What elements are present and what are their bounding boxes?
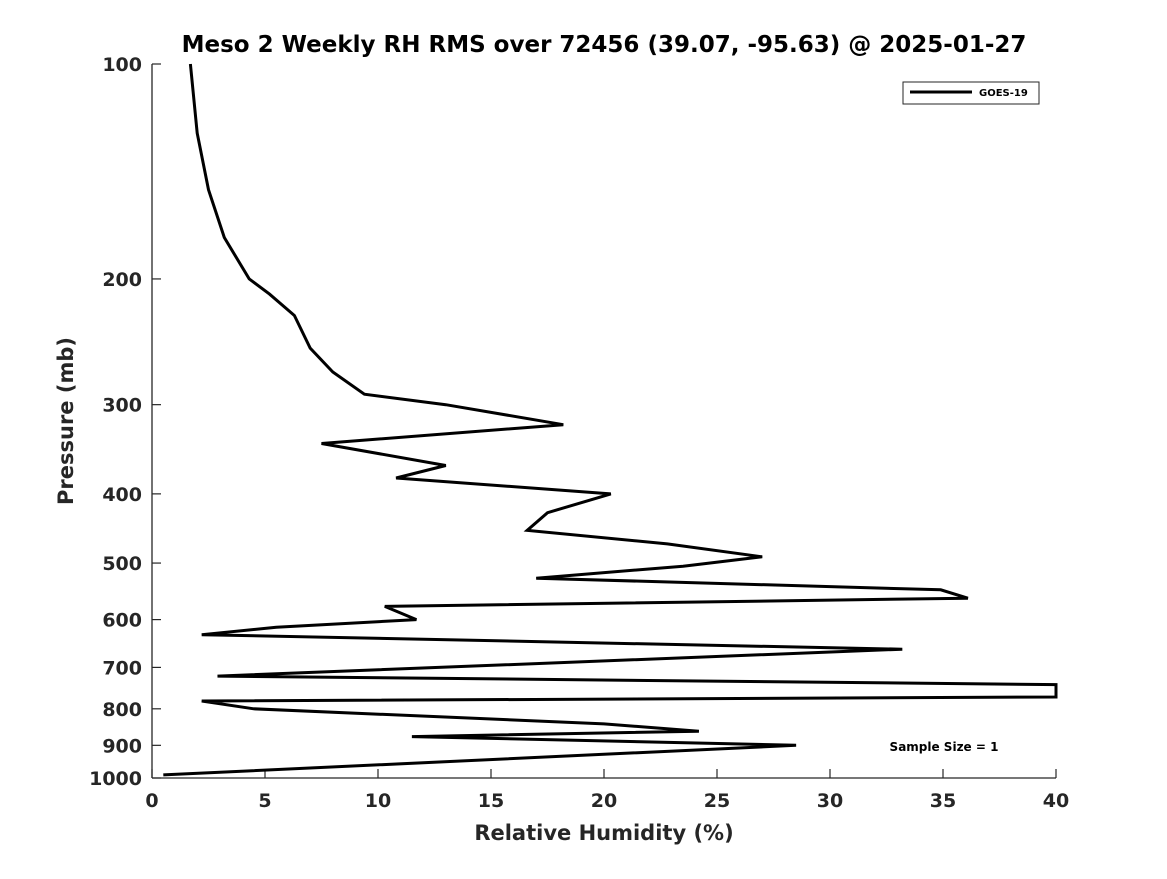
x-tick-label: 30: [817, 790, 843, 812]
y-tick-label: 600: [102, 610, 142, 632]
y-tick-label: 200: [102, 269, 142, 291]
y-tick-label: 700: [102, 657, 142, 679]
chart-title: Meso 2 Weekly RH RMS over 72456 (39.07, …: [182, 32, 1027, 58]
x-tick-label: 20: [591, 790, 617, 812]
x-tick-label: 0: [145, 790, 158, 812]
y-tick-label: 100: [102, 54, 142, 76]
y-tick-label: 500: [102, 553, 142, 575]
x-tick-label: 5: [258, 790, 271, 812]
series-layer: [163, 63, 1058, 777]
y-tick-label: 400: [102, 484, 142, 506]
y-tick-label: 800: [102, 699, 142, 721]
y-tick-label: 300: [102, 395, 142, 417]
legend-label-goes-19: GOES-19: [979, 88, 1028, 99]
legend: GOES-19: [902, 81, 1040, 105]
x-tick-label: 15: [478, 790, 504, 812]
x-tick-label: 10: [365, 790, 391, 812]
sample-size-annotation: Sample Size = 1: [890, 740, 999, 754]
x-tick-label: 35: [930, 790, 956, 812]
series-line-goes-19: [163, 63, 1058, 777]
y-tick-label: 900: [102, 735, 142, 757]
y-tick-label: 1000: [89, 768, 142, 790]
x-tick-label: 40: [1043, 790, 1069, 812]
y-ticks: 100 200 300 400 500 600 700 800 900 1000: [89, 54, 161, 790]
y-axis-label: Pressure (mb): [54, 337, 78, 505]
x-ticks: 0 5 10 15 20 25 30 35 40: [145, 769, 1069, 812]
x-axis-label: Relative Humidity (%): [474, 821, 733, 845]
x-tick-label: 25: [704, 790, 730, 812]
